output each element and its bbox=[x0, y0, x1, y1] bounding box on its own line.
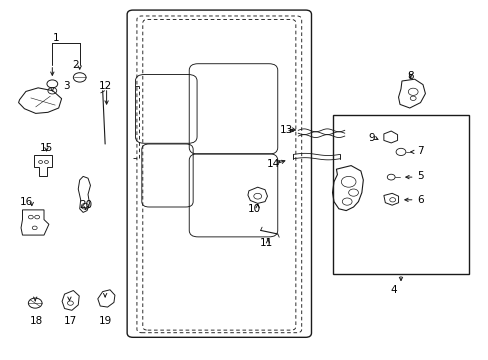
Text: 3: 3 bbox=[62, 81, 69, 91]
Text: 18: 18 bbox=[30, 316, 43, 326]
Text: 8: 8 bbox=[407, 71, 413, 81]
Text: 4: 4 bbox=[389, 285, 396, 295]
Bar bbox=[332, 115, 468, 274]
Text: 12: 12 bbox=[98, 81, 112, 91]
Text: 7: 7 bbox=[416, 146, 423, 156]
Text: 2: 2 bbox=[72, 60, 79, 70]
Text: 10: 10 bbox=[247, 204, 260, 214]
Text: 14: 14 bbox=[266, 159, 280, 169]
Text: 15: 15 bbox=[40, 143, 53, 153]
Text: 1: 1 bbox=[53, 33, 60, 43]
Text: 13: 13 bbox=[279, 125, 292, 135]
Text: 16: 16 bbox=[20, 197, 34, 207]
Text: 6: 6 bbox=[416, 195, 423, 205]
Text: 20: 20 bbox=[79, 200, 92, 210]
Text: 5: 5 bbox=[416, 171, 423, 181]
Text: 11: 11 bbox=[259, 238, 273, 248]
Text: 17: 17 bbox=[64, 316, 78, 326]
Text: 9: 9 bbox=[367, 132, 374, 143]
Text: 19: 19 bbox=[98, 316, 112, 326]
